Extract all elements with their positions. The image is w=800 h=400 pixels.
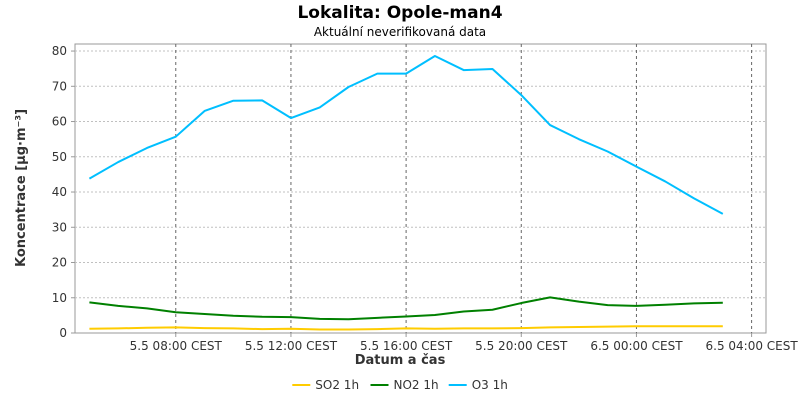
chart-title: Lokalita: Opole-man4 [297, 3, 502, 23]
y-tick-label: 20 [52, 256, 67, 270]
grid [75, 44, 766, 333]
y-tick-label: 60 [52, 115, 67, 129]
y-tick-label: 80 [52, 44, 67, 58]
x-tick-label: 6.5 00:00 CEST [590, 339, 683, 353]
y-tick-label: 40 [52, 185, 67, 199]
y-axis-ticks: 0 10 20 30 40 50 60 70 80 [52, 44, 75, 340]
series-line-o3-1h [88, 54, 724, 215]
y-tick-label: 50 [52, 150, 67, 164]
series-lines [88, 54, 724, 331]
legend-label-no2-1h: NO2 1h [394, 378, 439, 392]
series-line-no2-1h [89, 296, 723, 321]
x-tick-label: 5.5 20:00 CEST [475, 339, 568, 353]
plot-area [74, 43, 767, 334]
chart-subtitle: Aktuální neverifikovaná data [314, 25, 486, 39]
x-tick-label: 5.5 12:00 CEST [245, 339, 338, 353]
legend-label-o3-1h: O3 1h [472, 378, 508, 392]
series-line-so2-1h [89, 325, 723, 331]
y-axis-label: Koncentrace [µg·m⁻³] [14, 109, 29, 267]
x-tick-label: 5.5 16:00 CEST [360, 339, 453, 353]
y-tick-label: 70 [52, 79, 67, 93]
x-tick-label: 6.5 04:00 CEST [706, 339, 799, 353]
y-tick-label: 0 [59, 326, 67, 340]
x-axis-ticks: 5.5 08:00 CEST 5.5 12:00 CEST 5.5 16:00 CE… [130, 333, 799, 353]
legend: SO2 1h NO2 1h O3 1h [292, 378, 508, 392]
x-tick-label: 5.5 08:00 CEST [130, 339, 223, 353]
legend-label-so2-1h: SO2 1h [315, 378, 359, 392]
y-tick-label: 10 [52, 291, 67, 305]
y-tick-label: 30 [52, 220, 67, 234]
x-axis-label: Datum a čas [355, 353, 446, 368]
